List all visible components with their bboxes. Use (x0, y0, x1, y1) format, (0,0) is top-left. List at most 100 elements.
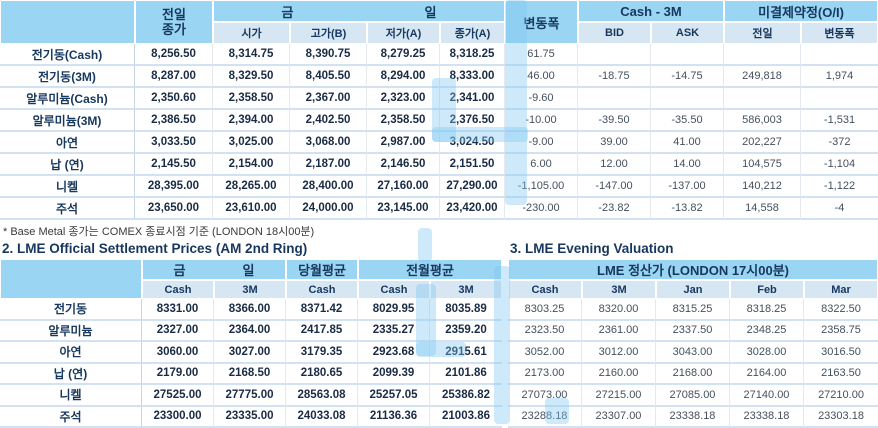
value-cell: 2,376.50 (440, 110, 505, 132)
bottom-section: 2. LME Official Settlement Prices (AM 2n… (0, 238, 878, 428)
value-cell: 8322.50 (804, 299, 878, 321)
value-cell: 3,024.50 (440, 132, 505, 154)
value-cell: 2,386.50 (135, 110, 213, 132)
value-cell: 1,974 (801, 66, 878, 88)
value-cell: 2,145.50 (135, 154, 213, 176)
value-cell: 23288.18 (508, 407, 582, 428)
metal-label: 납 (연) (0, 154, 135, 176)
base-metal-footnote: * Base Metal 종가는 COMEX 종료시점 기준 (LONDON 1… (0, 220, 878, 237)
value-cell: -39.50 (578, 110, 651, 132)
value-cell: 28563.08 (286, 385, 358, 407)
metal-label: 알루미늄(Cash) (0, 88, 135, 110)
value-cell: 23300.00 (142, 407, 214, 428)
subcol-feb: Feb (730, 280, 804, 299)
daily-quotes-header: 전일 종가 금 일 변동폭 Cash - 3M 미결제약정(O/I) 시가 고가… (0, 0, 878, 44)
value-cell: 2348.25 (730, 321, 804, 343)
value-cell: 249,818 (724, 66, 801, 88)
subcol-month-cash: Cash (286, 280, 358, 299)
value-cell: 2,154.00 (213, 154, 290, 176)
value-cell: 8303.25 (508, 299, 582, 321)
value-cell: 3027.00 (214, 342, 286, 364)
value-cell: 8,318.25 (440, 44, 505, 66)
value-cell: 23,610.00 (213, 198, 290, 220)
today-group-label: 금 일 (145, 260, 283, 279)
value-cell: 2358.75 (804, 321, 878, 343)
prev-close-line2: 종가 (138, 22, 210, 37)
value-cell: 27085.00 (656, 385, 730, 407)
value-cell: 2323.50 (508, 321, 582, 343)
value-cell: 2,151.50 (440, 154, 505, 176)
metal-label: 아연 (0, 132, 135, 154)
settlement-header: 금 일 당월평균 전월평균 Cash 3M Cash Cash 3M (0, 259, 502, 299)
value-cell: 27775.00 (214, 385, 286, 407)
subcol-mar: Mar (804, 280, 878, 299)
value-cell: 2359.20 (430, 321, 502, 343)
value-cell: 2417.85 (286, 321, 358, 343)
value-cell: 2,350.60 (135, 88, 213, 110)
value-cell: 2099.39 (358, 364, 430, 386)
value-cell: 23307.00 (582, 407, 656, 428)
value-cell: 2160.00 (582, 364, 656, 386)
col-group-prev-month-avg: 전월평균 (358, 259, 502, 280)
value-cell: -23.82 (578, 198, 651, 220)
value-cell: 8315.25 (656, 299, 730, 321)
subcol-3m: 3M (214, 280, 286, 299)
corner-header (0, 259, 142, 299)
value-cell: 6.00 (505, 154, 578, 176)
today-group-label: 금 일 (216, 2, 502, 21)
evening-title: 3. LME Evening Valuation (508, 238, 878, 259)
settlement-column: 2. LME Official Settlement Prices (AM 2n… (0, 238, 502, 428)
subcol-cash: Cash (508, 280, 582, 299)
value-cell: 61.75 (505, 44, 578, 66)
value-cell: 8371.42 (286, 299, 358, 321)
value-cell: 2335.27 (358, 321, 430, 343)
value-cell: 23303.18 (804, 407, 878, 428)
settlement-title: 2. LME Official Settlement Prices (AM 2n… (0, 238, 502, 259)
value-cell: 14.00 (651, 154, 724, 176)
value-cell: 27,290.00 (440, 176, 505, 198)
value-cell: -1,531 (801, 110, 878, 132)
value-cell: 2168.50 (214, 364, 286, 386)
col-group-open-interest: 미결제약정(O/I) (724, 0, 878, 22)
value-cell: -4 (801, 198, 878, 220)
value-cell: 39.00 (578, 132, 651, 154)
value-cell: 8035.89 (430, 299, 502, 321)
subcol-low: 저가(A) (367, 22, 440, 44)
value-cell: 8,329.50 (213, 66, 290, 88)
value-cell: 8318.25 (730, 299, 804, 321)
col-group-today: 금 일 (142, 259, 286, 280)
value-cell: 21003.86 (430, 407, 502, 428)
value-cell: -18.75 (578, 66, 651, 88)
subcol-open: 시가 (213, 22, 290, 44)
value-cell (651, 44, 724, 66)
value-cell: 2,358.50 (213, 88, 290, 110)
value-cell (578, 44, 651, 66)
value-cell: 2,987.00 (367, 132, 440, 154)
value-cell (651, 88, 724, 110)
metal-label: 아연 (0, 342, 142, 364)
subcol-prev-cash: Cash (358, 280, 430, 299)
metal-label: 전기동(3M) (0, 66, 135, 88)
metal-label: 주석 (0, 198, 135, 220)
value-cell: 8029.95 (358, 299, 430, 321)
value-cell: 104,575 (724, 154, 801, 176)
metal-label: 주석 (0, 407, 142, 428)
col-group-cash-3m: Cash - 3M (578, 0, 724, 22)
value-cell: 8,256.50 (135, 44, 213, 66)
value-cell: 8366.00 (214, 299, 286, 321)
value-cell: 3016.50 (804, 342, 878, 364)
value-cell: 3179.35 (286, 342, 358, 364)
value-cell: -372 (801, 132, 878, 154)
value-cell: 2101.86 (430, 364, 502, 386)
